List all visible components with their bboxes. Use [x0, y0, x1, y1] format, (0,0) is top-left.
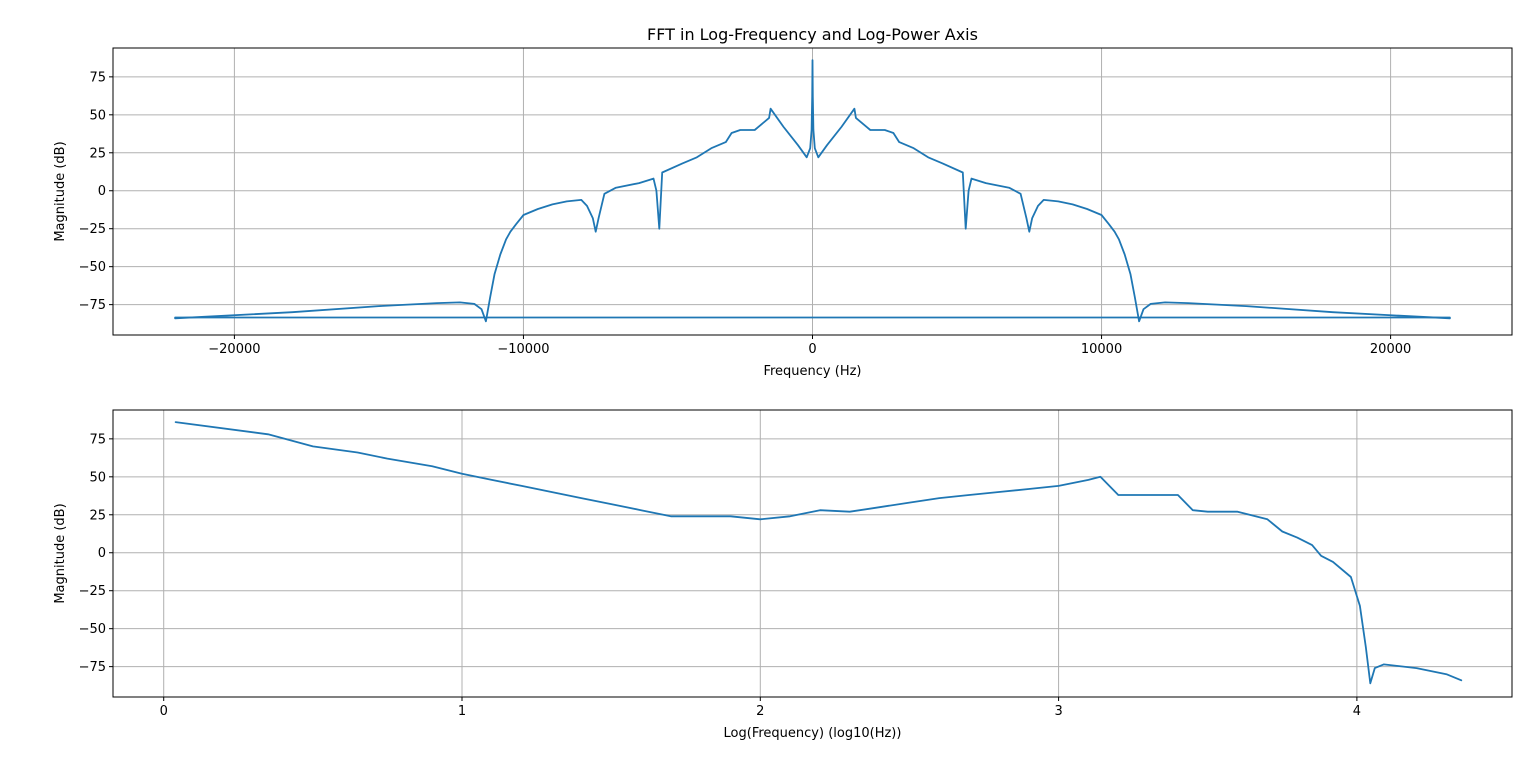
x-tick-label: 1	[458, 704, 466, 719]
x-tick-label: −10000	[497, 342, 549, 357]
chart-title: FFT in Log-Frequency and Log-Power Axis	[647, 25, 978, 44]
series-line	[174, 59, 1451, 323]
x-tick-label: 3	[1054, 704, 1062, 719]
y-tick-label: −50	[79, 260, 106, 275]
fft-linear-frequency-panel: −20000 −10000 0 10000 20000−75−50−250255075 …	[53, 47, 1513, 379]
y-tick-label: −75	[79, 298, 106, 313]
y-tick-label: −25	[79, 222, 106, 237]
y-axis-label: Magnitude (dB)	[53, 141, 68, 241]
y-tick-label: 50	[89, 470, 106, 485]
y-tick-label: 75	[89, 432, 106, 447]
y-tick-label: 50	[89, 108, 106, 123]
x-tick-label: 20000	[1370, 342, 1411, 357]
y-tick-label: 75	[89, 70, 106, 85]
fft-log-frequency-panel: 0 1 2 3 4 −75 −50 −25 0 25 50 75 Log(Frequency) (lo…	[53, 409, 1513, 741]
y-tick-label: −50	[79, 622, 106, 637]
x-axis-label: Frequency (Hz)	[763, 364, 861, 379]
x-tick-label: 4	[1353, 704, 1361, 719]
y-tick-label: 0	[98, 184, 106, 199]
y-tick-label: 0	[98, 546, 106, 561]
y-tick-label: 25	[89, 146, 106, 161]
x-tick-label: 0	[808, 342, 816, 357]
series-line	[174, 421, 1463, 685]
y-tick-label: 25	[89, 508, 106, 523]
x-axis-label: Log(Frequency) (log10(Hz))	[724, 726, 902, 741]
x-tick-label: 2	[756, 704, 764, 719]
y-tick-label: −25	[79, 584, 106, 599]
y-axis-label: Magnitude (dB)	[53, 503, 68, 603]
x-tick-label: 10000	[1081, 342, 1122, 357]
x-tick-label: −20000	[208, 342, 260, 357]
y-tick-label: −75	[79, 660, 106, 675]
plot-frame	[112, 409, 1513, 698]
x-tick-label: 0	[160, 704, 168, 719]
